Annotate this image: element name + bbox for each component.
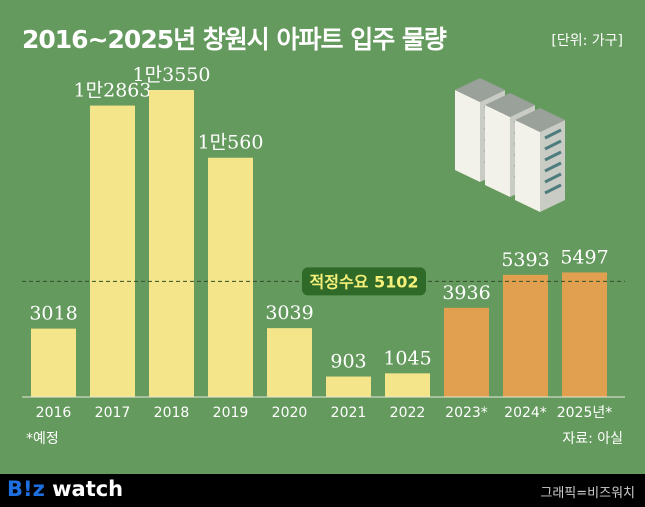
data-label: 3039 [265,302,313,324]
data-label: 1만2863 [74,80,152,102]
bar-2021 [326,376,371,397]
bar-2025년* [562,272,607,397]
x-tick-label: 2020 [272,405,308,421]
bar-2020 [267,328,312,397]
bar-2019 [208,157,253,397]
bar-chart: 3018 2016 1만2863 2017 1만3550 2018 1만560 2019 303… [22,64,625,421]
x-tick-label: 2021 [331,405,367,421]
data-label: 5497 [560,246,608,268]
x-tick-label: 2019 [213,405,249,421]
x-tick-label: 2016 [36,405,72,421]
data-label: 1만560 [198,132,264,154]
footer-bar: B!z watch 그래픽=비즈워치 [0,474,645,507]
bar-2022 [385,373,430,397]
forecast-note: *예정 [26,431,59,447]
apartment-building-icon [455,78,565,212]
x-tick-label: 2017 [95,405,131,421]
reference-label-bg [302,267,426,296]
data-label: 3936 [442,282,490,304]
x-tick-label: 2023* [445,405,488,421]
data-label: 1045 [383,347,431,369]
x-tick-label: 2025년* [557,405,613,421]
bar-2017 [90,105,135,397]
bar-2023* [444,307,489,397]
source-label: 자료: 아실 [562,431,623,447]
x-tick-label: 2022 [390,405,426,421]
chart-title: 2016~2025년 창원시 아파트 입주 물량 [22,25,447,54]
bar-2024* [503,274,548,397]
unit-label: [단위: 가구] [551,33,623,49]
graphic-credit: 그래픽=비즈워치 [540,486,635,501]
x-tick-label: 2024* [504,405,547,421]
data-label: 5393 [501,249,549,271]
bizwatch-logo: B!z watch [7,477,124,501]
reference-label: 적정수요 5102 [310,272,419,291]
data-label: 1만3550 [133,64,211,86]
data-label: 903 [330,351,366,373]
x-tick-label: 2018 [154,405,190,421]
data-label: 3018 [29,303,77,325]
bar-2018 [149,90,194,397]
bar-2016 [31,328,76,397]
